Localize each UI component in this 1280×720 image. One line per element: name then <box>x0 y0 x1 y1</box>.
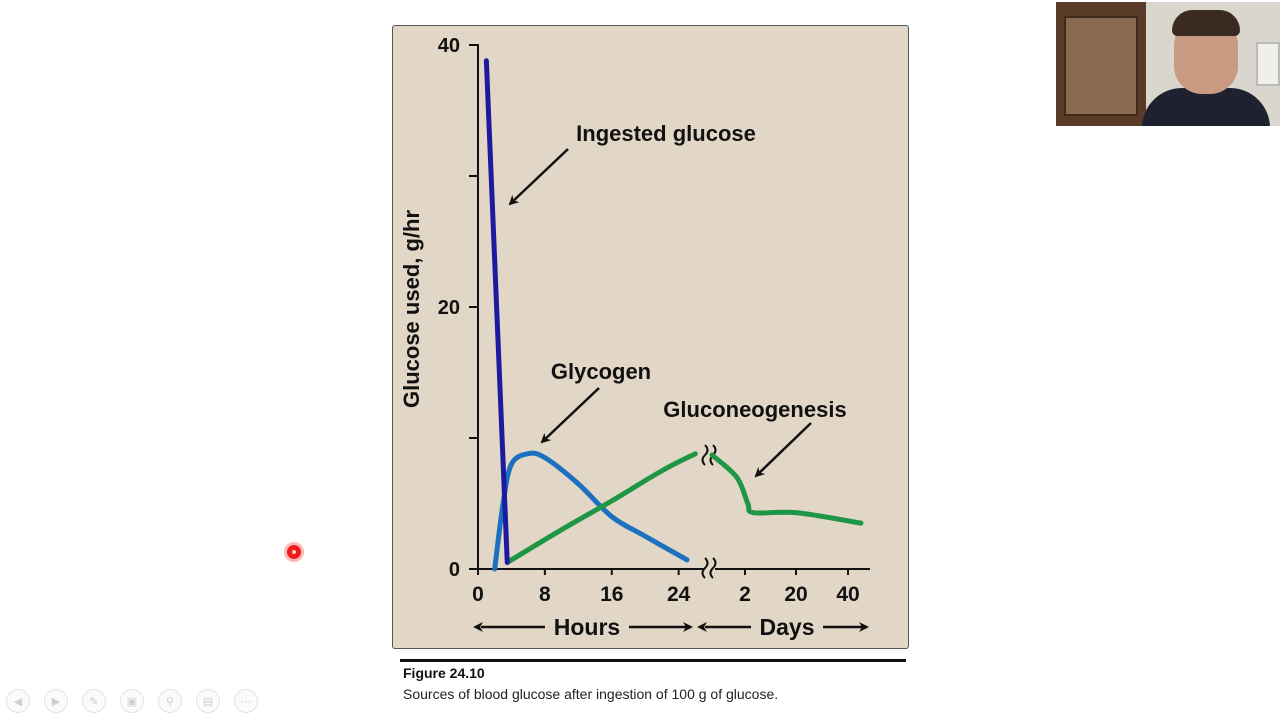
x-tick-label: 2 <box>739 583 751 606</box>
annotation-arrow <box>508 148 569 206</box>
y-axis-label: Glucose used, g/hr <box>399 210 424 408</box>
recording-indicator <box>287 545 301 559</box>
y-tick-label: 20 <box>438 297 460 319</box>
annotation-arrow <box>540 387 600 444</box>
break-stroke <box>701 557 709 579</box>
x-tick-label: 8 <box>539 583 551 606</box>
slides-icon[interactable]: ▣ <box>120 689 144 713</box>
series-line-ingested-glucose <box>483 58 510 565</box>
x-segment-label-hours: Hours <box>554 614 620 640</box>
annotation-arrow <box>754 422 812 478</box>
x-tick-label: 0 <box>472 583 484 606</box>
chart-panel: 0 20 40 Glucose used, g/hr 0 8 16 24 2 20 40 Hours D… <box>392 25 909 649</box>
x-axis-break <box>701 557 717 579</box>
slideshow-toolbar: ◀ ▶ ✎ ▣ ⚲ ▤ ⋯ <box>6 689 258 713</box>
back-icon[interactable]: ◀ <box>6 689 30 713</box>
presenter-webcam <box>1056 2 1280 126</box>
webcam-person-body <box>1142 88 1270 126</box>
y-tick-label: 40 <box>438 35 460 57</box>
chart-svg: 0 20 40 Glucose used, g/hr 0 8 16 24 2 20 40 Hours D… <box>399 35 870 640</box>
webcam-cabinet <box>1064 16 1138 116</box>
zoom-icon[interactable]: ⚲ <box>158 689 182 713</box>
annotation-gluconeogenesis: Gluconeogenesis <box>663 397 846 422</box>
subtitles-icon[interactable]: ▤ <box>196 689 220 713</box>
break-stroke <box>709 557 717 579</box>
x-tick-label: 16 <box>600 583 623 606</box>
x-tick-label: 24 <box>667 583 691 606</box>
series-line-gluconeogenesis-days <box>709 452 864 526</box>
forward-icon[interactable]: ▶ <box>44 689 68 713</box>
webcam-picture-frame <box>1256 42 1280 86</box>
break-stroke <box>701 444 709 466</box>
webcam-person-hair <box>1172 10 1240 36</box>
series-line-gluconeogenesis <box>504 451 698 565</box>
annotation-ingested-glucose: Ingested glucose <box>576 121 756 146</box>
x-segment-label-days: Days <box>760 614 815 640</box>
x-tick-label: 40 <box>836 583 859 606</box>
y-tick-label: 0 <box>449 559 460 581</box>
pen-icon[interactable]: ✎ <box>82 689 106 713</box>
caption-title: Figure 24.10 <box>403 665 485 681</box>
caption-text: Sources of blood glucose after ingestion… <box>403 686 779 702</box>
more-icon[interactable]: ⋯ <box>234 689 258 713</box>
x-tick-label: 20 <box>784 583 807 606</box>
caption-rule <box>400 659 906 662</box>
annotation-glycogen: Glycogen <box>551 359 651 384</box>
